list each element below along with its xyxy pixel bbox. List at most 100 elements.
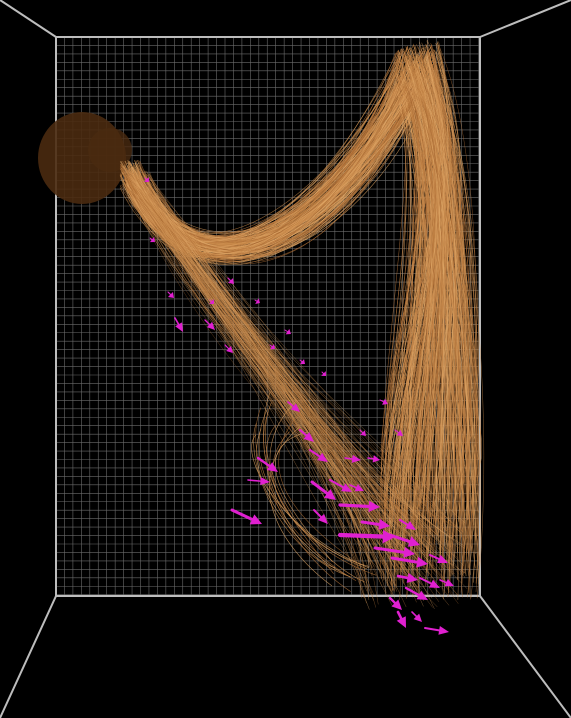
hair-strand bbox=[136, 198, 398, 589]
velocity-arrow bbox=[287, 401, 300, 412]
hair-strand bbox=[415, 70, 476, 554]
hair-strand bbox=[269, 426, 333, 587]
velocity-arrow bbox=[284, 328, 291, 335]
velocity-arrow bbox=[359, 429, 366, 436]
hair-strand bbox=[407, 76, 468, 486]
hair-strand bbox=[149, 172, 369, 541]
hair-strand bbox=[134, 174, 395, 591]
velocity-arrow bbox=[247, 477, 270, 486]
velocity-arrow bbox=[388, 596, 402, 610]
velocity-arrows bbox=[144, 177, 454, 635]
hair-strand bbox=[406, 62, 451, 584]
velocity-arrow bbox=[269, 343, 275, 350]
velocity-arrow bbox=[373, 546, 415, 558]
velocity-arrow bbox=[174, 317, 183, 332]
hair-strand bbox=[131, 182, 452, 540]
velocity-arrow bbox=[329, 479, 352, 492]
hair-strand bbox=[405, 98, 452, 525]
velocity-arrow bbox=[404, 586, 428, 600]
velocity-arrow bbox=[344, 454, 361, 463]
hair-strand bbox=[148, 180, 419, 535]
hair-strand bbox=[415, 93, 480, 592]
hair-strand bbox=[137, 188, 450, 588]
hair-strand bbox=[147, 190, 424, 607]
velocity-arrow bbox=[313, 509, 328, 524]
velocity-arrow bbox=[419, 577, 440, 588]
hair-strand bbox=[415, 43, 445, 504]
hair-strand bbox=[269, 401, 370, 567]
velocity-arrow bbox=[390, 556, 428, 568]
hair-strand bbox=[407, 47, 436, 508]
hair-strand bbox=[433, 61, 457, 525]
hair-strand bbox=[135, 47, 428, 475]
hair-strand bbox=[407, 47, 469, 576]
box-edge bbox=[0, 595, 57, 718]
hair-strand bbox=[136, 70, 416, 524]
velocity-arrow bbox=[396, 610, 406, 628]
hair-strand bbox=[137, 193, 368, 589]
velocity-arrow bbox=[254, 298, 260, 304]
hair-strand bbox=[136, 193, 430, 522]
hair-strand bbox=[424, 46, 444, 499]
hair-strand bbox=[147, 174, 455, 541]
hair-strand bbox=[428, 66, 460, 586]
hair-strand bbox=[143, 172, 420, 529]
hair-strand bbox=[129, 175, 466, 578]
hair-strand bbox=[265, 424, 351, 592]
hair-strand bbox=[263, 412, 334, 574]
hair-strand bbox=[391, 80, 446, 482]
hair-strand bbox=[146, 171, 435, 609]
hair-strand bbox=[438, 62, 478, 539]
box-edge bbox=[479, 595, 571, 718]
hair-strand bbox=[408, 42, 440, 508]
hair-strand bbox=[409, 80, 447, 529]
hair-strand bbox=[438, 44, 477, 496]
velocity-arrow bbox=[429, 554, 448, 563]
hair-strand bbox=[265, 402, 366, 583]
velocity-arrow bbox=[167, 291, 174, 298]
hair-strand bbox=[149, 175, 433, 554]
velocity-arrow bbox=[338, 500, 380, 513]
hair-strand bbox=[399, 92, 434, 503]
box-edge bbox=[479, 0, 571, 38]
velocity-arrow bbox=[227, 277, 234, 284]
velocity-arrow bbox=[230, 508, 262, 525]
hair-strand bbox=[434, 80, 464, 536]
box-edge bbox=[0, 0, 57, 38]
velocity-arrow bbox=[439, 579, 454, 587]
hair-strand bbox=[410, 96, 469, 542]
head-shape bbox=[88, 128, 132, 172]
velocity-arrow bbox=[337, 529, 395, 544]
hair-strand bbox=[142, 180, 466, 524]
velocity-arrow bbox=[299, 358, 305, 365]
velocity-arrow bbox=[424, 626, 449, 635]
velocity-arrow bbox=[396, 572, 418, 583]
hair-strand bbox=[126, 184, 464, 566]
velocity-arrow bbox=[224, 344, 233, 353]
hair-strand bbox=[255, 407, 357, 581]
hair-strand bbox=[133, 191, 436, 556]
hair-strand bbox=[423, 61, 485, 599]
head-silhouette bbox=[38, 112, 132, 204]
velocity-arrow bbox=[321, 371, 326, 376]
hair-strand bbox=[407, 97, 445, 594]
velocity-arrow bbox=[209, 299, 214, 304]
velocity-arrow bbox=[367, 455, 380, 463]
hair-strand bbox=[144, 181, 464, 546]
velocity-arrow bbox=[388, 533, 420, 547]
hair-strand bbox=[126, 186, 435, 560]
hair-strand bbox=[275, 431, 333, 562]
hair-strand bbox=[438, 93, 480, 506]
velocity-arrow bbox=[349, 484, 364, 492]
hair-strand bbox=[422, 98, 457, 481]
velocity-arrow bbox=[309, 449, 328, 462]
velocity-arrow bbox=[360, 518, 390, 530]
hair-strand bbox=[256, 428, 350, 577]
velocity-arrow bbox=[411, 611, 422, 622]
hair-strand bbox=[278, 411, 361, 566]
hair-strand bbox=[145, 189, 438, 553]
hair-strand bbox=[124, 49, 441, 486]
